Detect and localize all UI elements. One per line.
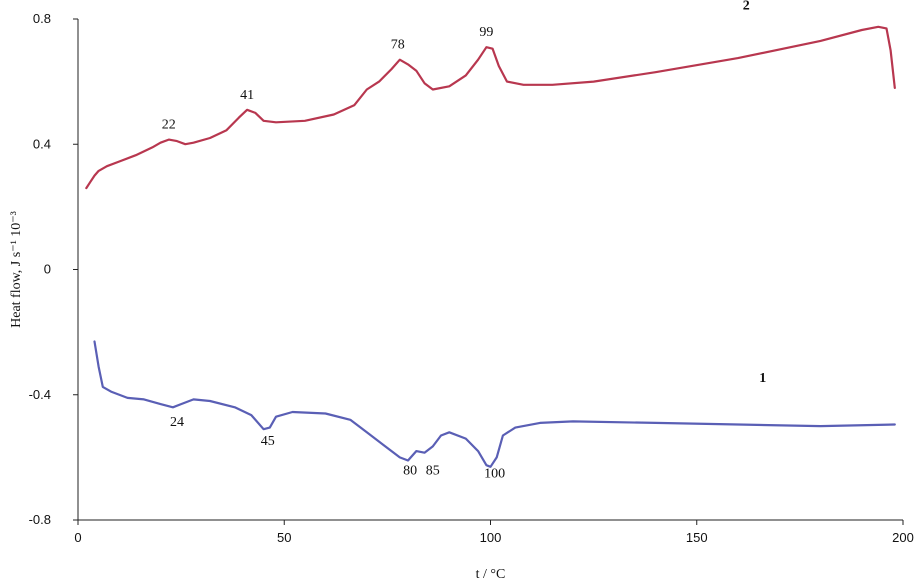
x-tick-label: 0 — [74, 530, 81, 545]
series-label-2: 2 — [743, 0, 750, 14]
series-layer — [85, 25, 896, 468]
y-axis-title: Heat flow, J s⁻¹ 10⁻³ — [9, 211, 24, 328]
peak-label: 78 — [391, 38, 405, 53]
x-axis-title: t / °C — [476, 567, 506, 582]
peak-label: 100 — [484, 467, 505, 482]
y-tick-label: -0.4 — [29, 387, 51, 402]
y-tick-label: -0.8 — [29, 512, 51, 527]
peak-label: 85 — [426, 464, 440, 479]
labels-layer: 2 1 22 41 78 99 24 45 80 85 100 — [162, 0, 767, 482]
x-tick-label: 200 — [892, 530, 914, 545]
peak-label: 45 — [261, 434, 275, 449]
series-line-2 — [85, 25, 896, 190]
x-tick-label: 50 — [277, 530, 291, 545]
y-tick-label: 0 — [44, 262, 51, 277]
y-tick-label: 0.8 — [33, 11, 51, 26]
peak-label: 99 — [479, 25, 493, 40]
x-tick-label: 150 — [686, 530, 708, 545]
peak-label: 41 — [240, 88, 254, 103]
peak-label: 24 — [170, 415, 184, 430]
peak-label: 22 — [162, 118, 176, 133]
axes: 0 50 100 150 200 -0.8 -0.4 0 0.4 0.8 t / °C Heat fl… — [9, 11, 914, 582]
y-tick-label: 0.4 — [33, 136, 51, 151]
series-label-1: 1 — [759, 371, 766, 386]
x-tick-label: 100 — [480, 530, 502, 545]
peak-label: 80 — [403, 464, 417, 479]
series-line-1 — [93, 340, 896, 468]
